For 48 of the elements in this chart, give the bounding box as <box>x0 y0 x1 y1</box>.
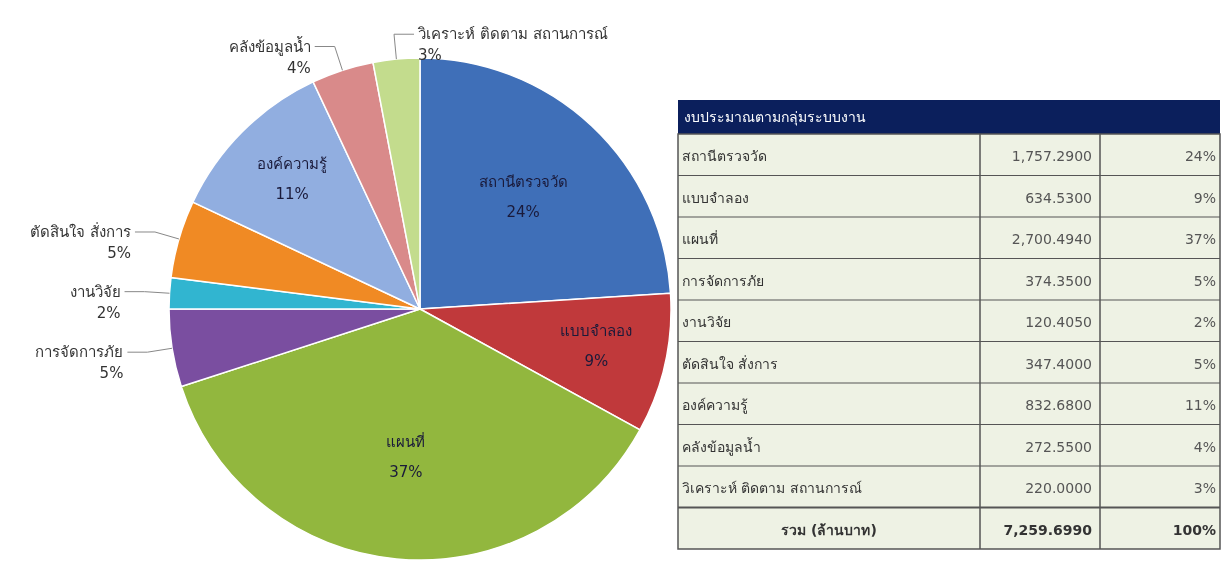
text: คลังข้อมูลน้ำ <box>682 436 761 456</box>
slice-label: แบบจำลอง <box>560 322 633 341</box>
text: 374.3500 <box>1025 272 1092 289</box>
text: วิเคราะห์ ติดตาม สถานการณ์ <box>682 480 862 496</box>
data-label: 2% <box>96 303 121 322</box>
text: 7,259.6990 <box>1003 521 1093 538</box>
slice-label: แผนที่ <box>386 430 426 451</box>
data-label: 5% <box>99 364 124 383</box>
text: ตัดสินใจ สั่งการ <box>682 354 779 372</box>
data-label: 11% <box>275 185 309 204</box>
text: 634.5300 <box>1025 189 1092 206</box>
text: สถานีตรวจวัด <box>682 148 767 164</box>
slice-label: การจัดการภัย <box>35 343 124 362</box>
text: 120.4050 <box>1025 314 1092 330</box>
text: 220.0000 <box>1025 480 1092 496</box>
slice-label: วิเคราะห์ ติดตาม สถานการณ์ <box>417 25 608 44</box>
data-label: 24% <box>506 203 540 222</box>
text: 2,700.4940 <box>1011 231 1092 247</box>
text: แผนที่ <box>682 230 718 247</box>
text: 1,757.2900 <box>1011 148 1092 164</box>
text: องค์ความรู้ <box>682 397 748 414</box>
slice-label: งานวิจัย <box>69 282 121 301</box>
text: 3% <box>1193 480 1216 496</box>
text: 5% <box>1193 272 1216 289</box>
text: แบบจำลอง <box>682 189 749 206</box>
text: 347.4000 <box>1025 355 1092 372</box>
text: 9% <box>1193 189 1216 206</box>
text: งานวิจัย <box>682 314 731 330</box>
text: 4% <box>1193 438 1216 455</box>
text: 37% <box>1184 231 1216 247</box>
slice-label: องค์ความรู้ <box>257 155 328 174</box>
text: 5% <box>1193 355 1216 372</box>
text: 24% <box>1184 148 1216 164</box>
text: 832.6800 <box>1025 397 1092 413</box>
data-label: 9% <box>584 352 609 371</box>
data-label: 37% <box>389 462 423 481</box>
text: งบประมาณตามกลุ่มระบบงาน <box>684 109 866 126</box>
data-label: 4% <box>286 58 311 77</box>
text: การจัดการภัย <box>682 272 764 289</box>
text: รวม (ล้านบาท) <box>781 521 877 538</box>
slice-label: สถานีตรวจวัด <box>478 173 568 192</box>
text: 272.5500 <box>1025 438 1092 455</box>
text: 100% <box>1172 521 1216 538</box>
slice-label: คลังข้อมูลน้ำ <box>228 35 311 56</box>
text: 2% <box>1193 314 1216 330</box>
text: 11% <box>1184 397 1216 413</box>
data-label: 5% <box>107 244 131 262</box>
slice-label: ตัดสินใจ สั่งการ <box>30 221 131 241</box>
